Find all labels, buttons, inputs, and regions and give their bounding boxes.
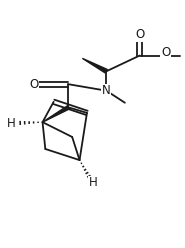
Text: N: N xyxy=(102,84,111,97)
Text: H: H xyxy=(89,176,98,189)
Text: O: O xyxy=(135,28,144,41)
Text: O: O xyxy=(161,46,170,59)
Text: O: O xyxy=(30,78,39,91)
Text: H: H xyxy=(7,117,16,129)
Polygon shape xyxy=(82,58,107,73)
Polygon shape xyxy=(43,106,69,122)
